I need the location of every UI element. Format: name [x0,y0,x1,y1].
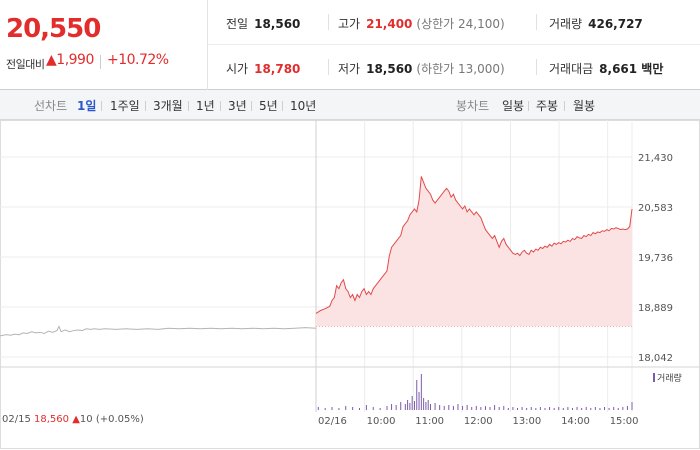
prev-day-pct: (+0.05%) [95,414,144,425]
today-line [315,176,633,314]
change-divider [100,55,101,69]
tab-divider [188,101,189,111]
stat-turnover: 거래대금 8,661 백만 [549,60,663,77]
tab-divider [528,101,529,111]
tab-candle-monthly[interactable]: 월봉 [573,99,596,113]
stats-panel: 전일 18,560 고가 21,400 (상한가 24,100) 거래량 426,727… [208,0,700,90]
stat-sub: (상한가 24,100) [416,17,505,31]
y-tick-label: 19,736 [638,253,673,264]
tab-period-3y[interactable]: 3년 [228,99,247,113]
x-tick-label: 02/16 [318,416,347,427]
tab-divider [145,101,146,111]
change-amount-value: 1,990 [56,52,94,68]
quote-header: 20,550 전일대비 ▲1,990 +10.72% 전일 18,560 고가 21… [0,0,700,90]
prev-day-date: 02/15 [2,414,31,425]
stat-label: 고가 [338,17,361,31]
y-tick-label: 18,889 [638,303,673,314]
stat-value: 18,780 [254,62,301,76]
tab-divider [282,101,283,111]
prev-day-change: 10 [79,414,93,425]
stat-value: 426,727 [588,17,643,31]
stat-high: 고가 21,400 (상한가 24,100) [338,15,505,32]
x-tick-label: 11:00 [415,416,444,427]
price-chart: 02/16 10:00 11:00 12:00 13:00 14:00 15:00 21,43… [0,120,700,450]
prev-day-arrow-icon: ▲ [72,414,80,425]
tab-period-10y[interactable]: 10년 [290,99,317,113]
stat-divider [536,59,537,75]
chart-svg: 02/16 10:00 11:00 12:00 13:00 14:00 15:00 21,43… [0,120,700,449]
stats-row-1: 전일 18,560 고가 21,400 (상한가 24,100) 거래량 426,727 [208,0,700,45]
stat-value: 21,400 [366,17,413,31]
candle-chart-label: 봉차트 [456,99,490,113]
stat-divider [536,14,537,30]
volume-legend-label: 거래량 [657,374,682,384]
stat-label: 시가 [226,62,249,76]
stats-row-2: 시가 18,780 저가 18,560 (하한가 13,000) 거래대금 8,661 … [208,45,700,90]
change-amount: ▲1,990 [46,52,94,68]
stat-value: 18,560 [366,62,413,76]
tab-period-1w[interactable]: 1주일 [110,99,140,113]
y-tick-label: 18,042 [638,353,673,364]
tab-period-3m[interactable]: 3개월 [153,99,183,113]
x-tick-label: 10:00 [367,416,396,427]
tab-period-1y[interactable]: 1년 [196,99,215,113]
stat-label: 거래대금 [549,62,594,76]
tab-divider [220,101,221,111]
volume-swatch [653,373,655,382]
chart-tab-bar: 선차트 1일 1주일 3개월 1년 3년 5년 10년 봉차트 일봉 주봉 월봉 [0,90,700,120]
today-area [316,176,632,327]
stat-label: 전일 [226,17,249,31]
up-arrow-icon: ▲ [46,52,57,68]
tab-candle-daily[interactable]: 일봉 [502,99,525,113]
volume-legend: 거래량 [653,371,682,384]
x-tick-label: 13:00 [512,416,541,427]
stat-prev-close: 전일 18,560 [226,15,300,32]
stat-value: 8,661 백만 [599,62,664,76]
current-price: 20,550 [6,14,101,44]
x-tick-label: 15:00 [610,416,639,427]
tab-divider [251,101,252,111]
stat-divider [328,59,329,75]
stat-volume: 거래량 426,727 [549,15,643,32]
tab-period-1d[interactable]: 1일 [77,99,97,113]
tab-divider [101,101,102,111]
stat-label: 거래량 [549,17,583,31]
stat-divider [328,14,329,30]
stat-label: 저가 [338,62,361,76]
tab-period-5y[interactable]: 5년 [259,99,278,113]
y-tick-label: 20,583 [638,203,673,214]
stat-sub: (하한가 13,000) [416,62,505,76]
x-tick-label: 12:00 [464,416,493,427]
change-label: 전일대비 [6,58,45,71]
stat-value: 18,560 [254,17,301,31]
tab-candle-weekly[interactable]: 주봉 [536,99,559,113]
x-tick-label: 14:00 [561,416,590,427]
prev-day-close: 18,560 [34,414,70,425]
y-tick-label: 21,430 [638,153,673,164]
tab-divider [564,101,565,111]
prev-day-summary: 02/15 18,560 ▲10 (+0.05%) [2,414,144,425]
price-box: 20,550 전일대비 ▲1,990 +10.72% [0,0,208,90]
stat-low: 저가 18,560 (하한가 13,000) [338,60,505,77]
stat-open: 시가 18,780 [226,60,300,77]
prev-day-line [0,325,317,337]
change-percent: +10.72% [107,52,169,68]
line-chart-label: 선차트 [34,99,68,113]
